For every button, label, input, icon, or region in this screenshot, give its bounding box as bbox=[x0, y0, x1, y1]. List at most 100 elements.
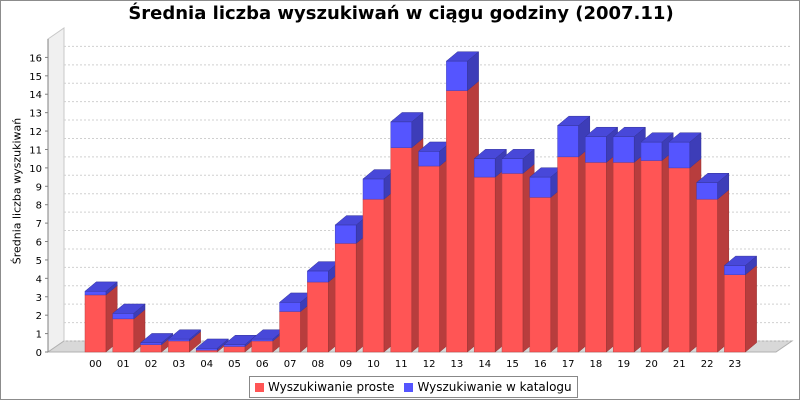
chart-title: Średnia liczba wyszukiwań w ciągu godzin… bbox=[128, 3, 674, 24]
bar-17-series-1 bbox=[556, 115, 591, 158]
bar-15-series-0 bbox=[501, 163, 535, 353]
bar-front bbox=[307, 270, 329, 283]
y-tick-label: 9 bbox=[36, 182, 42, 193]
bar-front bbox=[334, 224, 357, 244]
bar-front bbox=[501, 173, 524, 353]
bar-front bbox=[251, 338, 274, 342]
bar-front bbox=[251, 340, 274, 353]
bar-front bbox=[362, 198, 385, 353]
bars bbox=[84, 51, 758, 353]
x-tick-label: 10 bbox=[367, 359, 380, 370]
bar-front bbox=[557, 156, 579, 353]
bar-front bbox=[724, 265, 746, 275]
x-tick-label: 08 bbox=[312, 359, 325, 370]
bar-top bbox=[473, 149, 508, 159]
y-tick-label: 15 bbox=[29, 72, 42, 83]
left-wall bbox=[47, 27, 65, 353]
bar-17-series-0 bbox=[557, 146, 591, 353]
x-tick-label: 15 bbox=[506, 359, 519, 370]
bar-00-series-1 bbox=[84, 281, 118, 296]
bar-front bbox=[640, 141, 663, 161]
legend-label-series-1: Wyszukiwanie w katalogu bbox=[417, 380, 572, 394]
bar-top bbox=[723, 255, 758, 266]
bar-front bbox=[473, 158, 496, 178]
bar-front bbox=[140, 344, 162, 353]
x-tick-label: 17 bbox=[562, 359, 575, 370]
x-tick-label: 12 bbox=[423, 359, 436, 370]
bar-11-series-0 bbox=[390, 137, 424, 353]
bar-top bbox=[390, 112, 424, 123]
legend-label-series-0: Wyszukiwanie proste bbox=[268, 380, 395, 394]
y-tick-label: 5 bbox=[36, 256, 42, 267]
bar-21-series-1 bbox=[668, 132, 702, 169]
bar-front bbox=[668, 167, 691, 353]
bar-front bbox=[195, 349, 218, 353]
x-tick-label: 20 bbox=[645, 359, 658, 370]
y-tick-label: 8 bbox=[36, 201, 42, 212]
bar-08-series-0 bbox=[307, 272, 340, 353]
x-tick-label: 16 bbox=[534, 359, 547, 370]
bar-front bbox=[362, 178, 385, 200]
bar-top bbox=[139, 333, 174, 344]
bar-23-series-1 bbox=[723, 255, 758, 276]
bar-front bbox=[112, 313, 135, 320]
bar-19-series-0 bbox=[612, 152, 646, 353]
bar-front bbox=[84, 294, 107, 353]
bar-15-series-1 bbox=[501, 148, 535, 174]
y-tick-label: 4 bbox=[36, 274, 42, 285]
x-tick-label: 23 bbox=[729, 359, 742, 370]
bar-19-series-1 bbox=[612, 126, 647, 163]
bar-front bbox=[307, 281, 329, 353]
y-tick-label: 11 bbox=[29, 145, 42, 156]
bar-top bbox=[668, 132, 702, 143]
y-tick-label: 13 bbox=[29, 109, 42, 120]
legend-swatch-series-1 bbox=[404, 382, 414, 392]
x-tick-label: 14 bbox=[478, 359, 491, 370]
bar-front bbox=[279, 311, 301, 353]
y-tick-label: 7 bbox=[36, 219, 42, 230]
bar-front bbox=[612, 162, 635, 353]
bar-front bbox=[501, 158, 524, 174]
bar-top bbox=[556, 115, 591, 126]
bar-top bbox=[84, 281, 118, 292]
bar-front bbox=[446, 60, 468, 91]
bar-12-series-0 bbox=[418, 156, 452, 353]
y-tick-label: 12 bbox=[29, 127, 42, 138]
x-tick-label: 19 bbox=[617, 359, 630, 370]
bar-04-series-1 bbox=[195, 338, 230, 351]
bar-01-series-1 bbox=[112, 303, 146, 320]
y-tick-label: 0 bbox=[36, 348, 42, 359]
bar-front bbox=[390, 121, 413, 148]
x-tick-label: 09 bbox=[339, 359, 352, 370]
bar-top bbox=[167, 329, 202, 340]
bar-02-series-1 bbox=[139, 332, 174, 346]
bar-front bbox=[529, 197, 552, 353]
bar-09-series-0 bbox=[334, 233, 368, 353]
bar-18-series-0 bbox=[585, 152, 618, 353]
bar-12-series-1 bbox=[417, 141, 452, 167]
bar-front bbox=[529, 176, 552, 198]
bar-front bbox=[223, 346, 246, 353]
bar-front bbox=[418, 165, 440, 353]
bar-front bbox=[557, 125, 579, 158]
legend-item-series-0: Wyszukiwanie proste bbox=[255, 380, 394, 394]
bar-18-series-1 bbox=[584, 126, 619, 163]
bar-13-series-0 bbox=[446, 80, 479, 353]
y-tick-label: 14 bbox=[29, 90, 42, 101]
bar-front bbox=[140, 342, 162, 345]
legend: Wyszukiwanie proste Wyszukiwanie w katal… bbox=[249, 376, 578, 398]
x-tick-labels: 00 01 02 03 04 05 06 07 08 09 10 11 12 13 14 15 16 17 18 19… bbox=[89, 359, 741, 370]
bar-front bbox=[112, 318, 135, 353]
y-tick-label: 1 bbox=[36, 330, 42, 341]
bar-22-series-1 bbox=[695, 172, 730, 200]
x-tick-label: 13 bbox=[451, 359, 464, 370]
y-tick-label: 10 bbox=[29, 164, 42, 175]
bar-front bbox=[612, 136, 635, 163]
bar-top bbox=[445, 51, 480, 62]
x-tick-label: 06 bbox=[256, 359, 269, 370]
bar-front bbox=[585, 162, 607, 353]
bar-front bbox=[168, 338, 190, 342]
y-tick-label: 16 bbox=[29, 53, 42, 64]
bar-front bbox=[640, 160, 663, 353]
